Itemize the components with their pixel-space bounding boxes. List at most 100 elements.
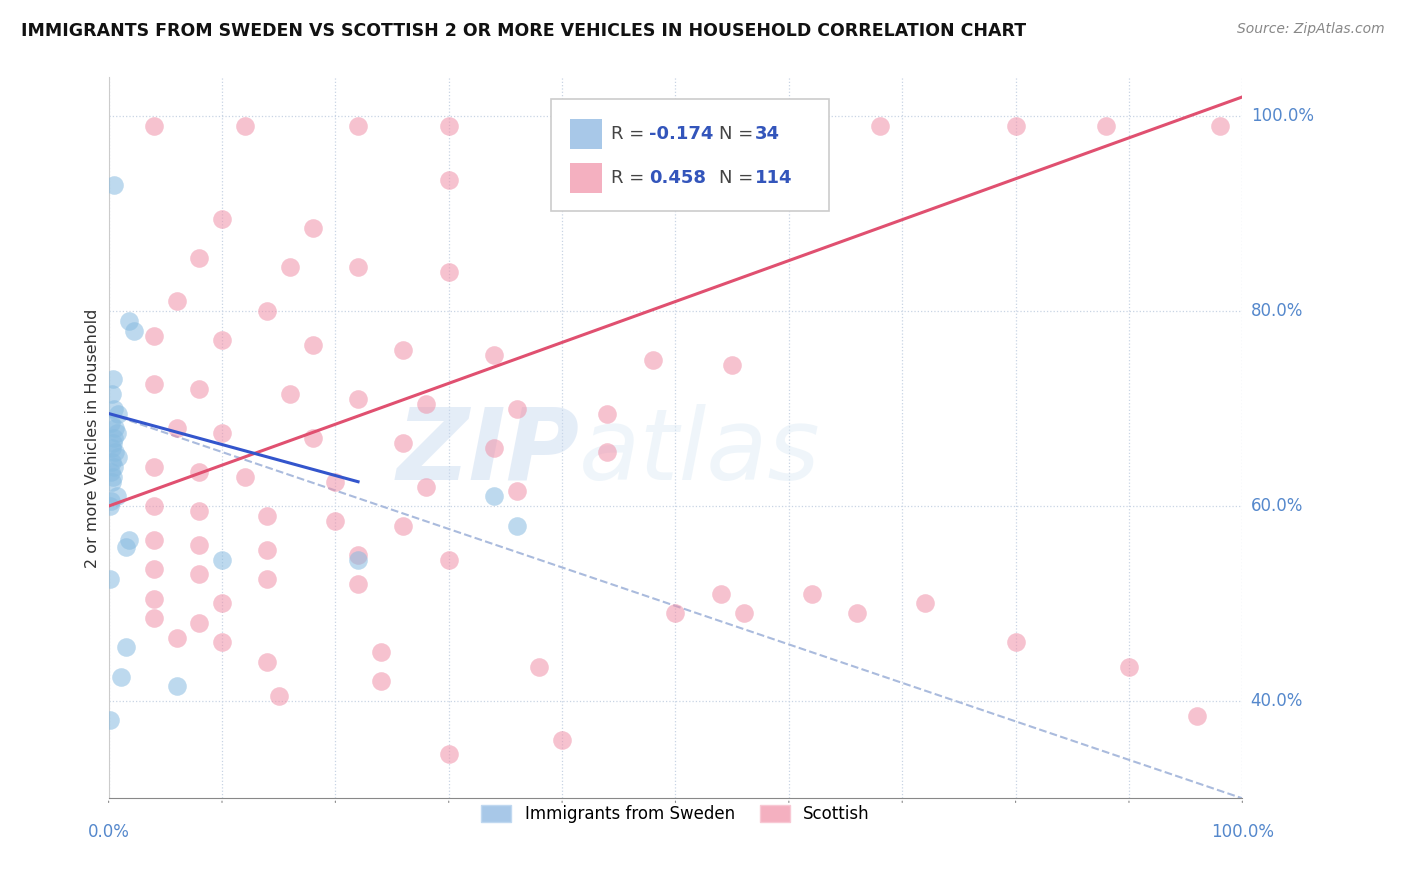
Point [188, 465, 211, 479]
Text: R =: R = [610, 169, 650, 187]
Text: 0.0%: 0.0% [87, 823, 129, 841]
Text: 80.0%: 80.0% [1251, 302, 1303, 320]
Text: 40.0%: 40.0% [1251, 692, 1303, 710]
Point [437, 119, 460, 133]
FancyBboxPatch shape [569, 163, 602, 193]
Point [347, 552, 370, 566]
Point [101, 435, 124, 450]
Point [347, 548, 370, 562]
Point [211, 635, 233, 649]
Text: 114: 114 [755, 169, 793, 187]
Point [114, 540, 136, 554]
Point [256, 542, 278, 557]
Point [143, 533, 166, 548]
Point [104, 421, 127, 435]
Point [107, 407, 129, 421]
Point [98, 572, 121, 586]
Point [100, 417, 122, 431]
Point [278, 260, 301, 275]
Point [370, 645, 392, 659]
Point [1208, 119, 1230, 133]
Point [100, 465, 122, 479]
Point [101, 470, 124, 484]
Point [98, 714, 121, 728]
Point [529, 660, 551, 674]
Point [105, 425, 128, 440]
Point [188, 251, 211, 265]
Point [110, 669, 132, 683]
Point [688, 119, 710, 133]
Text: 0.458: 0.458 [650, 169, 706, 187]
Point [325, 514, 347, 528]
FancyBboxPatch shape [569, 119, 602, 149]
Point [256, 304, 278, 318]
Point [596, 119, 619, 133]
Point [392, 518, 415, 533]
Point [506, 401, 529, 416]
Point [845, 606, 868, 620]
Point [188, 567, 211, 582]
Point [103, 431, 125, 445]
Point [143, 119, 166, 133]
Point [347, 392, 370, 406]
Point [233, 119, 256, 133]
Point [101, 387, 124, 401]
Point [118, 533, 141, 548]
Point [267, 689, 290, 703]
Point [256, 508, 278, 523]
Text: atlas: atlas [579, 404, 821, 500]
Point [370, 674, 392, 689]
Point [211, 211, 233, 226]
Point [211, 597, 233, 611]
Text: N =: N = [718, 169, 759, 187]
Text: 100.0%: 100.0% [1251, 107, 1313, 126]
Point [143, 499, 166, 513]
Point [100, 494, 122, 508]
Text: IMMIGRANTS FROM SWEDEN VS SCOTTISH 2 OR MORE VEHICLES IN HOUSEHOLD CORRELATION C: IMMIGRANTS FROM SWEDEN VS SCOTTISH 2 OR … [21, 22, 1026, 40]
Point [914, 597, 936, 611]
Point [278, 387, 301, 401]
Point [143, 328, 166, 343]
Point [392, 343, 415, 358]
Point [482, 441, 505, 455]
Point [101, 441, 124, 455]
Point [166, 679, 188, 693]
Point [256, 655, 278, 669]
Point [143, 591, 166, 606]
Point [721, 358, 744, 372]
Point [437, 172, 460, 186]
Point [347, 119, 370, 133]
Point [392, 435, 415, 450]
Point [664, 606, 686, 620]
Point [188, 615, 211, 630]
Point [166, 421, 188, 435]
Legend: Immigrants from Sweden, Scottish: Immigrants from Sweden, Scottish [475, 798, 876, 830]
Point [778, 119, 800, 133]
Point [641, 353, 664, 368]
Point [506, 484, 529, 499]
Point [166, 294, 188, 309]
Point [415, 397, 437, 411]
Point [105, 489, 128, 503]
Text: Source: ZipAtlas.com: Source: ZipAtlas.com [1237, 22, 1385, 37]
Point [107, 450, 129, 465]
Point [301, 221, 323, 235]
Point [1185, 708, 1208, 723]
Point [596, 445, 619, 459]
Point [596, 407, 619, 421]
Text: 60.0%: 60.0% [1251, 497, 1303, 515]
Point [166, 631, 188, 645]
Point [233, 470, 256, 484]
Point [301, 431, 323, 445]
Point [211, 425, 233, 440]
Point [101, 475, 124, 489]
Point [256, 572, 278, 586]
Point [211, 552, 233, 566]
Text: -0.174: -0.174 [650, 125, 714, 143]
Point [869, 119, 891, 133]
Point [188, 538, 211, 552]
Point [437, 265, 460, 279]
Point [103, 460, 125, 475]
Point [551, 732, 574, 747]
Point [710, 587, 733, 601]
